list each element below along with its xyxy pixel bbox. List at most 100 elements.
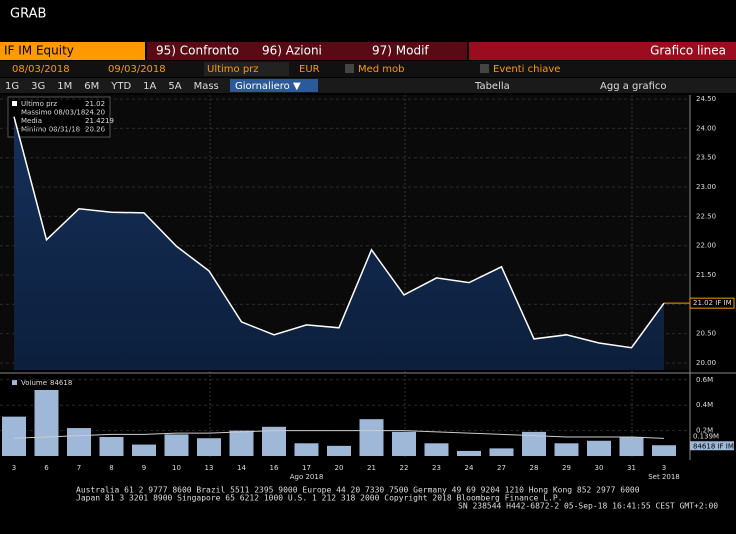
x-tick-label: 22	[400, 464, 409, 472]
x-tick-label: 9	[142, 464, 146, 472]
stats-box	[7, 96, 111, 138]
volume-bar	[34, 389, 59, 456]
tab[interactable]: 95) Confronto	[156, 44, 239, 58]
month-label: Ago 2018	[290, 473, 324, 481]
period-button[interactable]: Mass	[194, 81, 219, 92]
footer: Japan 81 3 3201 8900 Singapore 65 6212 1…	[76, 494, 562, 503]
table-button[interactable]: Tabella	[474, 81, 510, 92]
y-tick-label: 22.50	[696, 212, 716, 220]
volume-bar	[392, 431, 416, 456]
events[interactable]: Eventi chiave	[493, 64, 560, 75]
period-button[interactable]: 1G	[5, 81, 19, 92]
volume-bar	[132, 444, 156, 456]
price-line	[13, 116, 665, 349]
volume-bar	[359, 419, 384, 456]
y-tick-label: 23.00	[696, 183, 716, 191]
x-tick-label: 3	[662, 464, 666, 472]
frequency[interactable]: Giornaliero ▼	[235, 81, 301, 92]
x-tick-label: 20	[335, 464, 344, 472]
x-tick-label: 8	[109, 464, 113, 472]
footer: Australia 61 2 9777 8600 Brazil 5511 239…	[76, 486, 640, 495]
x-tick-label: 29	[562, 464, 571, 472]
price-area	[14, 116, 664, 370]
volume-mavg	[13, 430, 665, 439]
volume-bar	[554, 443, 579, 456]
period-button[interactable]: 1A	[143, 81, 156, 92]
stat-name: Ultimo prz	[21, 100, 57, 108]
x-tick-label: 31	[627, 464, 636, 472]
frequency-box[interactable]	[230, 79, 318, 92]
vol-last-label: 84618 IF IM	[693, 442, 734, 450]
x-tick-label: 13	[205, 464, 214, 472]
footer: SN 238544 H442-6872-2 05-Sep-18 16:41:55…	[458, 502, 718, 511]
vol-tick-label: 0.6M	[696, 376, 713, 384]
legend-swatch	[12, 380, 17, 385]
y-tick-label: 22.00	[696, 242, 716, 250]
x-tick-label: 21	[367, 464, 376, 472]
volume-bar	[2, 416, 26, 456]
x-tick-label: 7	[77, 464, 81, 472]
period-button[interactable]: 3G	[31, 81, 45, 92]
end-date[interactable]: 09/03/2018	[108, 64, 166, 75]
chart-type[interactable]: Grafico linea	[650, 44, 726, 58]
volume-bar	[67, 428, 91, 456]
x-tick-label: 24	[465, 464, 474, 472]
period-button[interactable]: 1M	[57, 81, 72, 92]
last-price-label: 21.02 IF IM	[693, 299, 732, 307]
moving-avg[interactable]: Med mob	[358, 64, 405, 75]
vol-last-box	[690, 441, 734, 451]
field-box[interactable]	[204, 62, 289, 76]
x-tick-label: 3	[12, 464, 16, 472]
volume-bar	[652, 445, 676, 456]
vol-legend-value: 84618	[50, 379, 72, 387]
vol-tick-label: 0.4M	[696, 401, 713, 409]
x-tick-label: 30	[595, 464, 604, 472]
period-button[interactable]: YTD	[110, 81, 131, 92]
volume-bar	[327, 445, 351, 456]
mavg-label: 0.139M	[693, 432, 719, 440]
start-date[interactable]: 08/03/2018	[12, 64, 70, 75]
volume-bar	[424, 443, 449, 456]
x-tick-label: 17	[302, 464, 311, 472]
last-price-box	[689, 297, 735, 309]
stat-value: 20.26	[85, 126, 106, 134]
volume-bar	[229, 430, 254, 456]
vol-legend: Volume	[21, 379, 47, 387]
volume-bar	[587, 440, 611, 456]
stat-name: Minimo 08/31/18	[21, 126, 80, 134]
month-label: Set 2018	[648, 473, 680, 481]
security[interactable]: IF IM Equity	[4, 44, 74, 58]
y-tick-label: 24.00	[696, 124, 716, 132]
add-button[interactable]: Agg a grafico	[600, 81, 667, 92]
security-box[interactable]	[0, 42, 145, 60]
stat-value: 24.20	[85, 109, 105, 117]
legend-swatch	[12, 101, 17, 106]
vol-legend-box	[8, 378, 78, 388]
tab[interactable]: 96) Azioni	[262, 44, 322, 58]
x-tick-label: 28	[530, 464, 539, 472]
x-tick-label: 10	[172, 464, 181, 472]
y-tick-label: 24.50	[696, 95, 716, 103]
checkbox[interactable]	[480, 64, 489, 73]
volume-bar	[164, 434, 189, 456]
y-tick-label: 20.00	[696, 359, 716, 367]
volume-bar	[99, 436, 124, 456]
x-tick-label: 23	[432, 464, 441, 472]
volume-bar	[619, 436, 644, 456]
tab[interactable]: 97) Modif	[372, 44, 429, 58]
volume-bar	[457, 450, 481, 456]
stat-name: Massimo 08/03/18	[21, 109, 85, 117]
volume-bar	[489, 448, 514, 456]
field[interactable]: Ultimo prz	[207, 64, 259, 75]
y-tick-label: 20.50	[696, 330, 716, 338]
chart-type-bg	[469, 42, 736, 60]
stat-value: 21.02	[85, 100, 105, 108]
checkbox[interactable]	[345, 64, 354, 73]
window-title: GRAB	[10, 7, 46, 22]
period-button[interactable]: 5A	[168, 81, 181, 92]
period-button[interactable]: 6M	[84, 81, 99, 92]
currency[interactable]: EUR	[299, 64, 320, 75]
vol-tick-label: 0.2M	[696, 427, 713, 435]
x-tick-label: 16	[270, 464, 279, 472]
